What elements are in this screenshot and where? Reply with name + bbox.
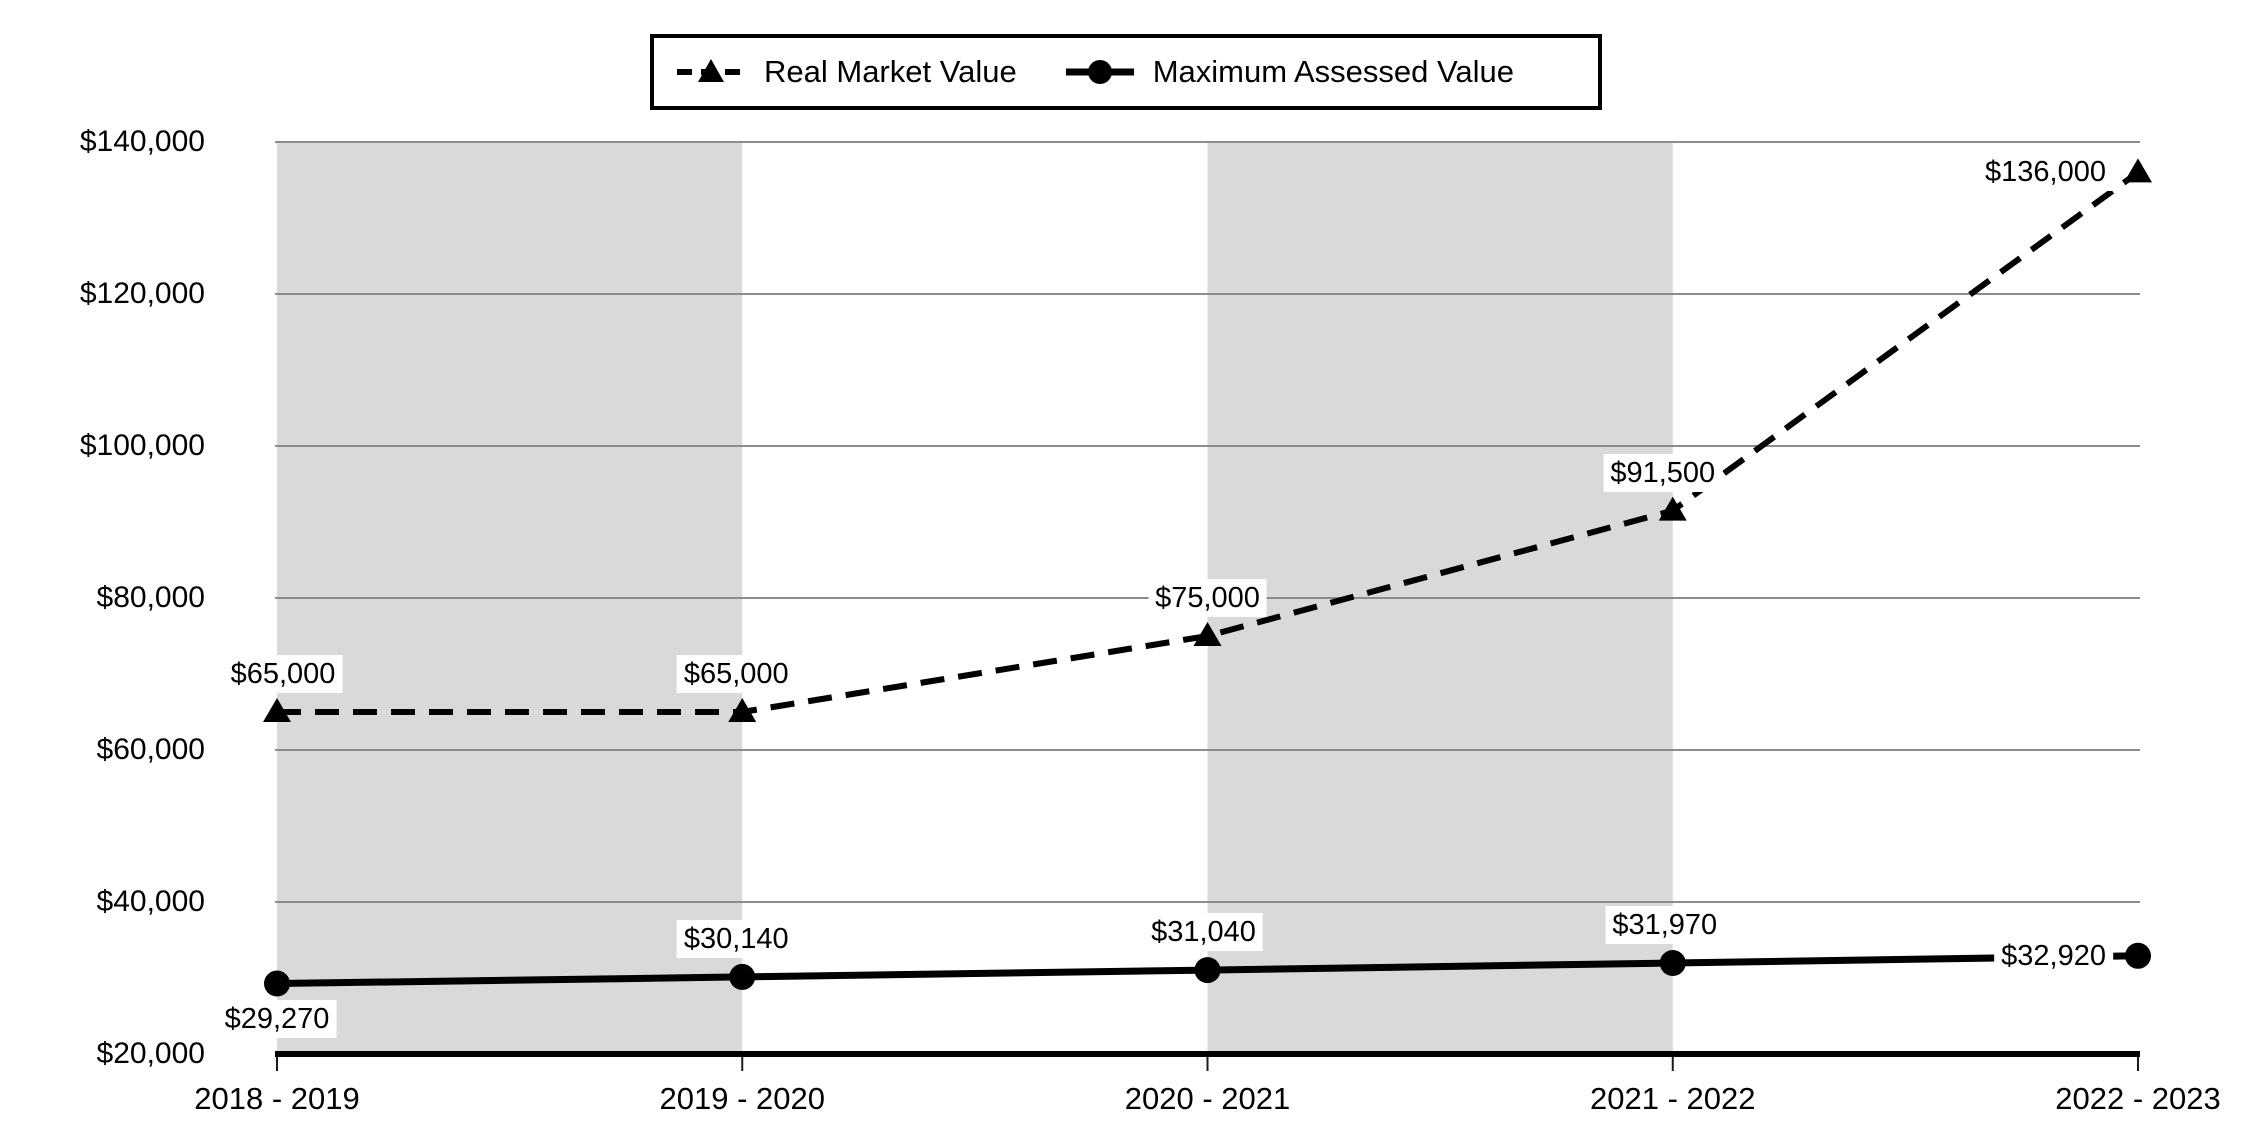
data-label: $91,500: [1603, 453, 1723, 492]
circle-marker: [1659, 950, 1686, 977]
dashed-line-triangle-marker-icon: [677, 59, 745, 82]
data-label: $65,000: [676, 655, 796, 693]
triangle-marker: [1193, 622, 1222, 646]
legend-label-real-market-value: Real Market Value: [764, 54, 1017, 89]
circle-marker: [264, 970, 290, 997]
y-axis-tick-label: $80,000: [96, 581, 205, 614]
solid-line-circle-marker-icon: [1065, 60, 1134, 84]
y-axis-tick-label: $140,000: [79, 125, 205, 158]
series-line-0: [277, 169, 2140, 715]
data-label: $136,000: [1978, 153, 2113, 192]
circle-marker: [729, 963, 756, 990]
data-label: $31,970: [1605, 906, 1725, 945]
y-axis-tick-label: $40,000: [96, 885, 205, 918]
data-label: $65,000: [223, 655, 343, 693]
x-axis-tick-label: 2018 - 2019: [194, 1081, 360, 1116]
y-axis-tick-label: $100,000: [79, 429, 205, 462]
triangle-marker: [263, 698, 291, 722]
data-label: $31,040: [1144, 913, 1263, 952]
x-axis-tick-label: 2020 - 2021: [1124, 1081, 1291, 1116]
y-axis-tick-label: $20,000: [96, 1037, 205, 1070]
y-axis-tick-label: $120,000: [79, 277, 205, 310]
x-axis-tick-label: 2022 - 2023: [2055, 1081, 2221, 1116]
circle-marker: [1194, 957, 1221, 984]
x-axis-tick-label: 2019 - 2020: [659, 1081, 825, 1116]
circle-marker: [2125, 942, 2151, 969]
legend: Real Market Value Maximum Assessed Value: [650, 34, 1602, 110]
data-label: $75,000: [1148, 579, 1267, 617]
data-label: $29,270: [217, 999, 337, 1038]
legend-label-maximum-assessed-value: Maximum Assessed Value: [1152, 54, 1514, 89]
triangle-marker: [728, 698, 757, 722]
legend-item-real-market-value: Real Market Value: [676, 54, 1017, 90]
triangle-marker: [2124, 158, 2152, 183]
y-axis-tick-label: $60,000: [96, 733, 205, 766]
triangle-marker: [1658, 496, 1687, 521]
x-axis-tick-label: 2021 - 2022: [1590, 1081, 1756, 1116]
legend-item-maximum-assessed-value: Maximum Assessed Value: [1065, 54, 1514, 90]
data-label: $30,140: [676, 919, 796, 958]
data-label: $32,920: [1994, 936, 2113, 975]
